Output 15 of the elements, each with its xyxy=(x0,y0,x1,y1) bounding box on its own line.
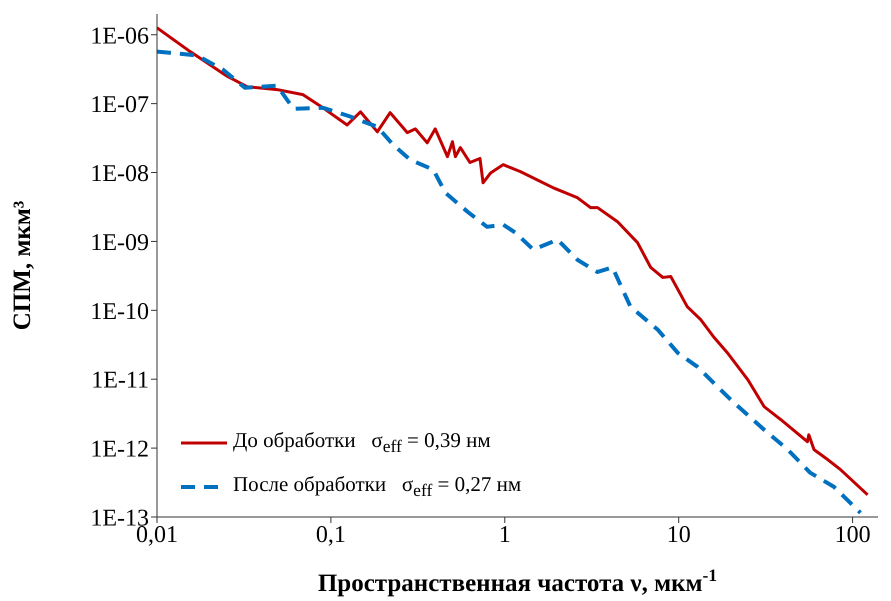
y-axis-title: СПМ, мкм³ xyxy=(9,200,36,330)
y-tick-label: 1E-06 xyxy=(90,23,149,50)
y-tick-label: 1E-10 xyxy=(90,298,149,325)
x-tick-label: 1 xyxy=(498,522,511,548)
x-tick-label: 10 xyxy=(666,522,691,548)
legend-label: После обработки σ$_{eff}$ = 0,27 нм xyxy=(233,472,522,502)
x-tick-label: 100 xyxy=(834,522,871,548)
x-tick-label: 0,1 xyxy=(316,522,346,548)
y-tick-label: 1E-09 xyxy=(90,230,149,256)
y-tick-label: 1E-11 xyxy=(91,368,149,394)
y-tick-label: 1E-07 xyxy=(90,92,149,118)
y-tick-label: 1E-08 xyxy=(90,161,149,188)
x-axis-title: Пространственная частота ν, мкм$^{-1}$ xyxy=(318,565,718,597)
y-tick-label: 1E-12 xyxy=(90,436,149,463)
legend-label: До обработки σ$_{eff}$ = 0,39 нм xyxy=(233,428,491,458)
